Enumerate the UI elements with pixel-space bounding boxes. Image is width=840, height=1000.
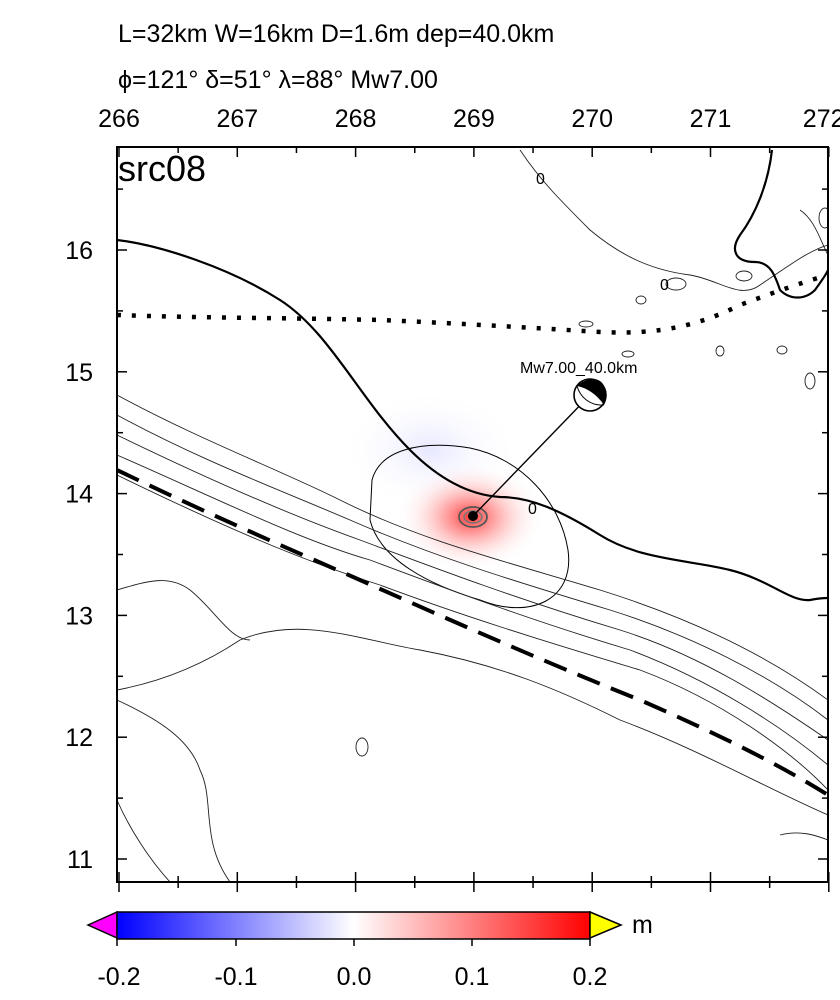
map-title-mechanism: ϕ=121° δ=51° λ=88° Mw7.00: [118, 66, 438, 94]
y-tick-label-15: 15: [65, 359, 93, 387]
axis-ticks: [117, 147, 830, 892]
colorbar-tick-label-max: 0.2: [573, 963, 608, 991]
panel-label: src08: [118, 148, 206, 189]
axis-tick-labels: 266 267 268 269 270 271 272 16 15 14 13 …: [65, 105, 840, 874]
colorbar-tick-label-neg: -0.1: [214, 963, 257, 991]
map-frame: [116, 146, 829, 883]
contour-zero-label-north: 0: [536, 171, 545, 188]
colorbar: -0.2 -0.1 0.0 0.1 0.2 m: [86, 910, 653, 991]
focal-mechanism-beachball: [573, 378, 607, 412]
beachball-leader-line: [472, 394, 591, 517]
coastline-north: [733, 149, 828, 299]
y-tick-label-14: 14: [65, 481, 93, 509]
colorbar-ticks: [116, 939, 591, 946]
x-tick-label-270: 270: [571, 105, 613, 133]
contour-zero-label-source: 0: [528, 501, 537, 518]
deformation-zero-contour: [369, 444, 570, 609]
colorbar-tick-label-min: -0.2: [97, 963, 140, 991]
trench-line: [117, 468, 828, 797]
x-tick-label-272: 272: [803, 105, 840, 133]
coastline: [117, 238, 828, 602]
x-tick-label-271: 271: [690, 105, 732, 133]
colorbar-scale: [116, 911, 591, 940]
x-tick-label-267: 267: [216, 105, 258, 133]
contour-zero-label-mid: 0: [660, 277, 669, 294]
x-tick-label-269: 269: [453, 105, 495, 133]
source-label: Mw7.00_40.0km: [520, 360, 637, 377]
map-title-geometry: L=32km W=16km D=1.6m dep=40.0km: [118, 20, 555, 48]
y-tick-label-13: 13: [65, 602, 93, 630]
colorbar-high-overflow: [589, 910, 623, 940]
y-tick-label-12: 12: [65, 724, 93, 752]
colorbar-unit: m: [632, 911, 653, 939]
colorbar-low-overflow: [86, 910, 118, 940]
x-tick-label-266: 266: [98, 105, 140, 133]
y-tick-label-16: 16: [65, 237, 93, 265]
dotted-boundary: [117, 272, 828, 335]
x-tick-label-268: 268: [335, 105, 377, 133]
colorbar-tick-label-pos: 0.1: [455, 963, 490, 991]
bathymetry-contours: [117, 149, 828, 882]
colorbar-tick-label-zero: 0.0: [337, 963, 372, 991]
y-tick-label-11: 11: [67, 846, 93, 874]
map-area: Mw7.00_40.0km 0 0 0: [117, 147, 828, 882]
